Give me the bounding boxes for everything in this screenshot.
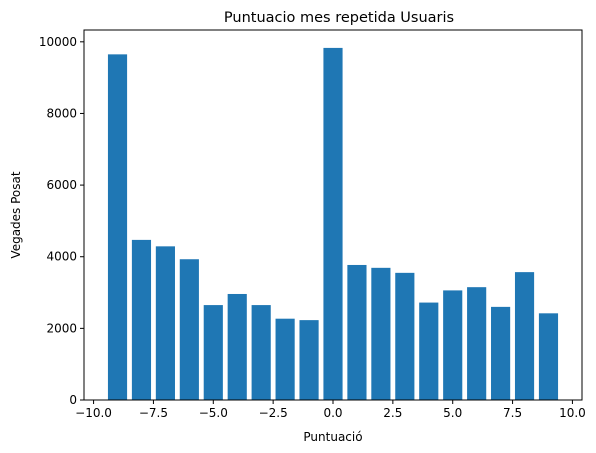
- bar: [107, 54, 128, 401]
- y-tick-label: 4000: [46, 250, 77, 264]
- y-axis-ticks: 0 2000 4000 6000 8000 10000: [39, 35, 84, 407]
- x-tick-label: 10.0: [559, 406, 586, 420]
- x-tick-label: 7.5: [503, 406, 522, 420]
- bar: [347, 264, 367, 400]
- bar: [491, 306, 511, 400]
- x-tick-label: −10.0: [75, 406, 112, 420]
- bar: [227, 293, 247, 400]
- bar: [203, 305, 223, 400]
- bar: [131, 239, 152, 400]
- bar: [467, 287, 487, 400]
- y-axis-label: Vegades Posat: [9, 171, 23, 258]
- bar: [371, 267, 391, 400]
- y-tick-label: 2000: [46, 321, 77, 335]
- y-tick-label: 0: [69, 393, 77, 407]
- chart-title: Puntuacio mes repetida Usuaris: [224, 10, 454, 26]
- x-tick-label: −5.0: [199, 406, 228, 420]
- bar: [251, 305, 271, 400]
- bar: [538, 313, 559, 400]
- bar: [395, 272, 415, 400]
- x-tick-label: 2.5: [383, 406, 402, 420]
- x-tick-label: −2.5: [259, 406, 288, 420]
- x-axis-ticks: −10.0 −7.5 −5.0 −2.5 0.0 2.5 5.0 7.5 10.0: [75, 400, 586, 420]
- x-tick-label: −7.5: [139, 406, 168, 420]
- y-tick-label: 10000: [39, 35, 77, 49]
- bar: [299, 320, 319, 400]
- bar: [275, 318, 295, 400]
- bar: [443, 290, 463, 400]
- bars: [107, 47, 559, 401]
- bar: [179, 259, 199, 400]
- x-tick-label: 5.0: [443, 406, 462, 420]
- x-tick-label: 0.0: [323, 406, 342, 420]
- bar: [323, 47, 343, 401]
- bar: [419, 302, 439, 400]
- x-axis-label: Puntuació: [303, 430, 362, 444]
- y-tick-label: 8000: [46, 106, 77, 120]
- bar: [514, 272, 535, 400]
- bar: [155, 246, 175, 400]
- y-tick-label: 6000: [46, 178, 77, 192]
